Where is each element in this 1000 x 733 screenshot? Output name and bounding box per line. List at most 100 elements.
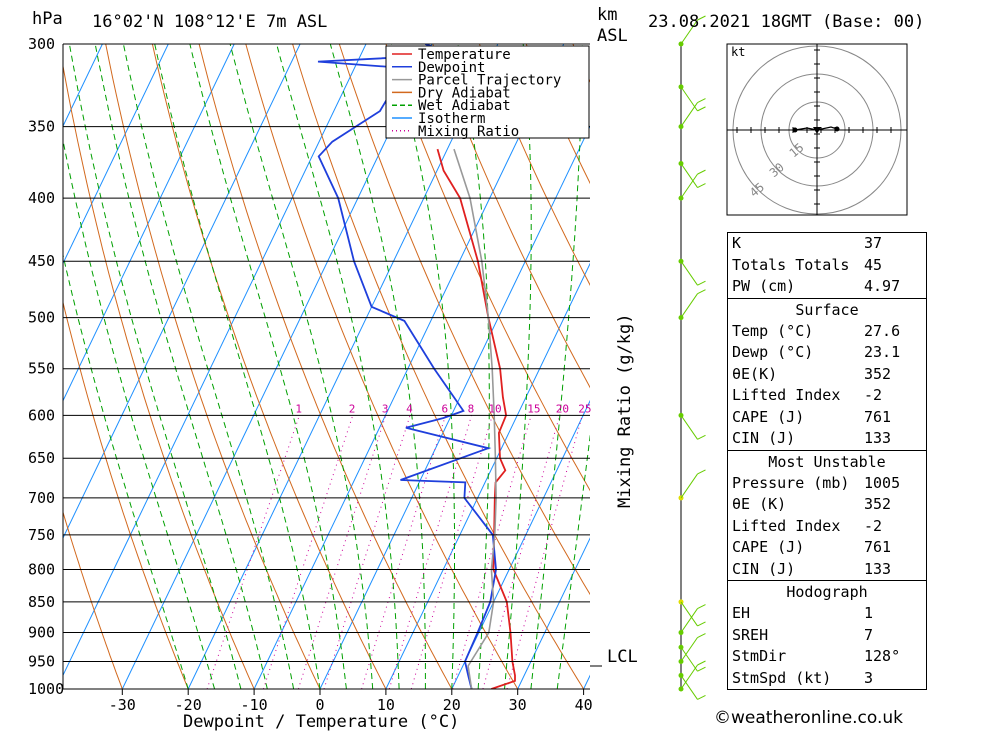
isotherm-line xyxy=(319,125,590,689)
pressure-tick-label: 300 xyxy=(28,35,55,53)
isotherm-line xyxy=(63,44,301,540)
parcel-trajectory-line xyxy=(453,148,497,689)
mixing-ratio-label: 6 xyxy=(442,402,449,415)
mixing-ratio-label: 3 xyxy=(382,402,389,415)
legend-item: Dewpoint xyxy=(418,60,485,76)
pressure-tick-label: 650 xyxy=(28,449,55,467)
temp-tick-label: 20 xyxy=(443,696,461,714)
hodo-row: EH 1 xyxy=(732,604,874,622)
unstable-section: Most Unstable Pressure (mb) 1005 θE (K) 35… xyxy=(727,449,927,581)
hodograph-point xyxy=(834,126,840,132)
stats-panel: K 37 Totals Totals 45 PW (cm) 4.97 Surface … xyxy=(727,232,927,690)
wind-barb-flag xyxy=(697,169,706,175)
wind-barb xyxy=(680,86,698,112)
wind-barb xyxy=(680,19,698,45)
temp-tick-label: -30 xyxy=(109,696,136,714)
unstable-row: Pressure (mb) 1005 xyxy=(732,473,901,492)
temp-tick-label: 30 xyxy=(509,696,527,714)
mixing-ratio-line xyxy=(482,415,561,689)
mixing-ratio-label: 8 xyxy=(468,402,475,415)
wind-barb-flag xyxy=(697,621,706,627)
dry-adiabat-line xyxy=(245,44,519,689)
surface-row: Dewp (°C) 23.1 xyxy=(732,343,901,361)
wet-adiabat-line xyxy=(122,44,295,689)
hodograph-stats-section: Hodograph EH 1 SREH 7 StmDir 128° StmSpd (k… xyxy=(727,580,927,690)
isotherm-line xyxy=(63,44,169,265)
wind-barb-flag xyxy=(697,98,706,104)
wet-adiabat-line xyxy=(457,44,490,689)
wet-adiabat-line xyxy=(329,44,426,689)
surface-section: Surface Temp (°C) 27.6 Dewp (°C) 23.1 θE(K… xyxy=(727,297,927,451)
wet-adiabat-line xyxy=(276,44,400,689)
legend-item: Isotherm xyxy=(418,111,485,127)
isotherm-line xyxy=(121,44,433,689)
pressure-tick-label: 850 xyxy=(28,593,55,611)
hodograph-stats-title: Hodograph xyxy=(786,583,868,601)
wet-adiabat-line xyxy=(63,138,216,689)
hpa-unit: hPa xyxy=(32,9,63,29)
pressure-tick-label: 450 xyxy=(28,252,55,270)
legend-item: Dry Adiabat xyxy=(418,85,511,101)
surface-row: Temp (°C) 27.6 xyxy=(732,321,901,340)
wind-barb xyxy=(680,102,698,127)
isotherm-line xyxy=(385,262,590,689)
wind-barb xyxy=(680,293,698,318)
surface-row: θE(K) 352 xyxy=(732,364,892,383)
index-row-pw: PW (cm) 4.97 xyxy=(732,277,901,295)
mixing-ratio-line xyxy=(361,415,447,689)
pressure-tick-label: 600 xyxy=(28,406,55,424)
wind-barb xyxy=(680,646,698,672)
legend-item: Mixing Ratio xyxy=(418,124,519,140)
unstable-row: θE (K) 352 xyxy=(732,495,892,513)
copyright-link[interactable]: ©weatheronline.co.uk xyxy=(714,708,904,728)
hodo-row: StmDir 128° xyxy=(732,647,901,665)
isotherm-line xyxy=(253,44,565,689)
index-row-tt: Totals Totals 45 xyxy=(732,255,883,274)
surface-row: CIN (J) 133 xyxy=(732,429,892,447)
dewpoint-line xyxy=(317,44,497,689)
wind-barb-flag xyxy=(697,280,706,286)
temp-tick-label: -10 xyxy=(241,696,268,714)
mixing-ratio-label: 4 xyxy=(406,402,413,415)
mixing-ratio-label: 1 xyxy=(295,402,302,415)
wind-barb xyxy=(680,637,698,662)
wet-adiabat-line xyxy=(68,44,242,689)
dry-adiabat-line xyxy=(198,44,453,689)
wind-barb-flag xyxy=(697,15,706,21)
km-unit: km xyxy=(597,5,617,25)
wind-barb xyxy=(680,173,698,199)
dry-adiabat-line xyxy=(478,44,590,286)
wind-barb xyxy=(680,608,698,633)
pressure-tick-label: 750 xyxy=(28,526,55,544)
dry-adiabat-line xyxy=(947,44,1000,689)
hodo-row: StmSpd (kt) 3 xyxy=(732,668,874,687)
temperature-line xyxy=(436,148,516,689)
temp-tick-label: 40 xyxy=(575,696,593,714)
storm-motion-marker xyxy=(813,127,821,134)
dry-adiabat-line xyxy=(292,44,585,689)
mixing-ratio-line xyxy=(297,415,387,689)
mixing-ratio-label: 10 xyxy=(488,402,501,415)
wind-barb-flag xyxy=(697,106,706,112)
wind-barb-flag xyxy=(697,469,706,475)
datetime-title: 23.08.2021 18GMT (Base: 00) xyxy=(648,12,924,32)
wind-barb xyxy=(680,473,698,499)
wind-barb xyxy=(680,601,698,627)
asl-unit: ASL xyxy=(597,26,628,46)
lcl-label: LCL xyxy=(607,647,638,667)
dry-adiabat-line xyxy=(432,44,590,389)
legend-item: Temperature xyxy=(418,47,511,63)
wind-barb xyxy=(680,260,698,286)
wind-barb xyxy=(680,415,698,440)
wind-barb-flag xyxy=(697,183,706,188)
wet-adiabat-line xyxy=(154,44,321,689)
surface-row: Lifted Index -2 xyxy=(732,386,883,404)
temp-tick-label: -20 xyxy=(175,696,202,714)
temp-tick-label: 0 xyxy=(315,696,324,714)
wind-barb-flag xyxy=(697,666,706,672)
mixing-ratio-axis-title: Mixing Ratio (g/kg) xyxy=(615,314,635,508)
isotherm-line xyxy=(451,399,590,689)
dry-adiabat-line xyxy=(385,44,590,492)
wet-adiabat-line xyxy=(504,44,532,689)
